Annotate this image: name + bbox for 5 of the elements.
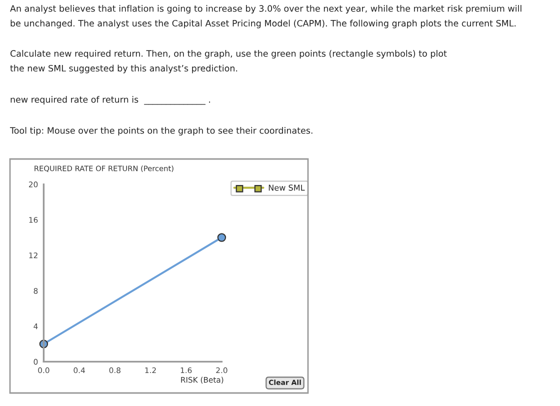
legend-label: New SML [268,184,305,191]
text: Tool tip: Mouse over the points on the graph to see their coordinates. [10,127,312,136]
text: Calculate new required return. Then, on the graph, use the green points (rectangle symbols) to plot the new SML suggested by this analyst’s prediction. [10,50,447,74]
text: new required rate of return is ______________ . [10,96,210,105]
text: An analyst believes that inflation is going to increase by 3.0% over the next year, while the market risk premium will be unchanged. The analyst uses the Capital Asset Pricing Model (CAPM). The following graph plots the current SML. [10,5,522,28]
